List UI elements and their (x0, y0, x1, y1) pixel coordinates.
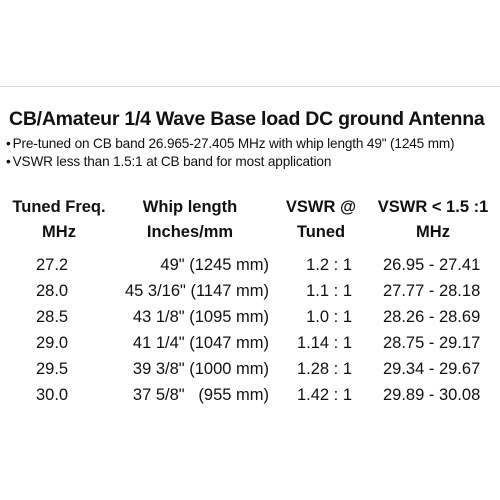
cell-whip-length: 49" (1245 mm) (160, 256, 269, 274)
page-title: CB/Amateur 1/4 Wave Base load DC ground … (9, 108, 485, 130)
cell-vswr: 1.42 : 1 (296, 386, 352, 404)
cell-whip-length: 43 1/8" (1095 mm) (132, 308, 269, 326)
feature-item-vswr: VSWR less than 1.5:1 at CB band for most… (6, 153, 500, 171)
header-tuned-freq-line1: Tuned Freq. (12, 198, 106, 216)
cell-vswr-range: 29.34 - 29.67 (383, 360, 481, 378)
cell-tuned-freq: 29.5 (36, 360, 69, 378)
cell-tuned-freq: 30.0 (36, 386, 69, 404)
feature-list: Pre-tuned on CB band 26.965-27.405 MHz w… (6, 135, 500, 171)
cell-whip-length: 37 5/8" (955 mm) (132, 386, 269, 404)
cell-vswr-range: 28.75 - 29.17 (383, 334, 481, 352)
header-whip-length: Whip length Inches/mm (120, 198, 260, 242)
header-vswr-tuned: VSWR @ Tuned (280, 198, 362, 242)
header-vswr-tuned-line1: VSWR @ (285, 198, 357, 216)
header-vswr-range-line2: MHz (416, 223, 450, 241)
cell-vswr-range: 29.89 - 30.08 (383, 386, 481, 404)
header-vswr-range-line1: VSWR < 1.5 :1 (377, 198, 489, 216)
cell-tuned-freq: 27.2 (36, 256, 69, 274)
header-whip-length-line1: Whip length (142, 198, 238, 216)
feature-item-pretuned: Pre-tuned on CB band 26.965-27.405 MHz w… (6, 135, 500, 153)
cell-vswr-range: 28.26 - 28.69 (383, 308, 481, 326)
cell-whip-length: 41 1/4" (1047 mm) (132, 334, 269, 352)
cell-tuned-freq: 28.5 (36, 308, 69, 326)
cell-vswr: 1.2 : 1 (306, 256, 352, 274)
cell-tuned-freq: 29.0 (36, 334, 69, 352)
header-tuned-freq: Tuned Freq. MHz (0, 198, 118, 242)
cell-tuned-freq: 28.0 (36, 282, 69, 300)
header-vswr-range: VSWR < 1.5 :1 MHz (370, 198, 496, 242)
header-whip-length-line2: Inches/mm (146, 223, 234, 241)
cell-vswr-range: 27.77 - 28.18 (383, 282, 481, 300)
cell-vswr: 1.28 : 1 (296, 360, 352, 378)
top-divider (0, 86, 500, 87)
cell-whip-length: 39 3/8" (1000 mm) (132, 360, 269, 378)
cell-whip-length: 45 3/16" (1147 mm) (124, 282, 269, 300)
header-tuned-freq-line2: MHz (42, 223, 76, 241)
header-vswr-tuned-line2: Tuned (296, 223, 346, 241)
cell-vswr: 1.0 : 1 (306, 308, 352, 326)
cell-vswr: 1.14 : 1 (296, 334, 352, 352)
cell-vswr: 1.1 : 1 (306, 282, 352, 300)
cell-vswr-range: 26.95 - 27.41 (383, 256, 481, 274)
